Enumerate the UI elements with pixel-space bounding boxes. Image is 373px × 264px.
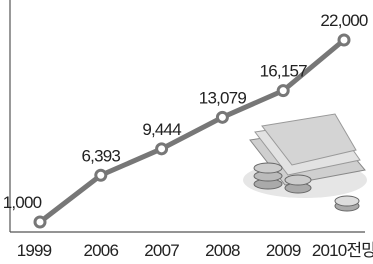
x-tick-label: 2009 [266,241,301,260]
chart: 1,000 6,393 9,444 13,079 16,157 22,000 1999 200… [0,0,373,264]
money-illustration [243,114,367,211]
data-point [157,144,167,154]
data-point [217,112,227,122]
value-label: 22,000 [320,11,368,30]
value-label: 13,079 [199,88,247,107]
data-point [278,86,288,96]
data-point [35,217,45,227]
value-label: 1,000 [3,193,42,212]
x-tick-label: 2006 [83,241,118,260]
x-tick-label: 2008 [205,241,240,260]
x-tick-label: 2007 [144,241,179,260]
data-point [339,35,349,45]
x-tick-label: 2010전망 [312,241,373,260]
value-label: 6,393 [82,146,121,165]
x-tick-label: 1999 [17,241,52,260]
data-point [96,170,106,180]
page: {"chart_data": {"type": "line", "categor… [0,0,373,264]
value-label: 9,444 [142,120,181,139]
value-label: 16,157 [260,62,308,81]
